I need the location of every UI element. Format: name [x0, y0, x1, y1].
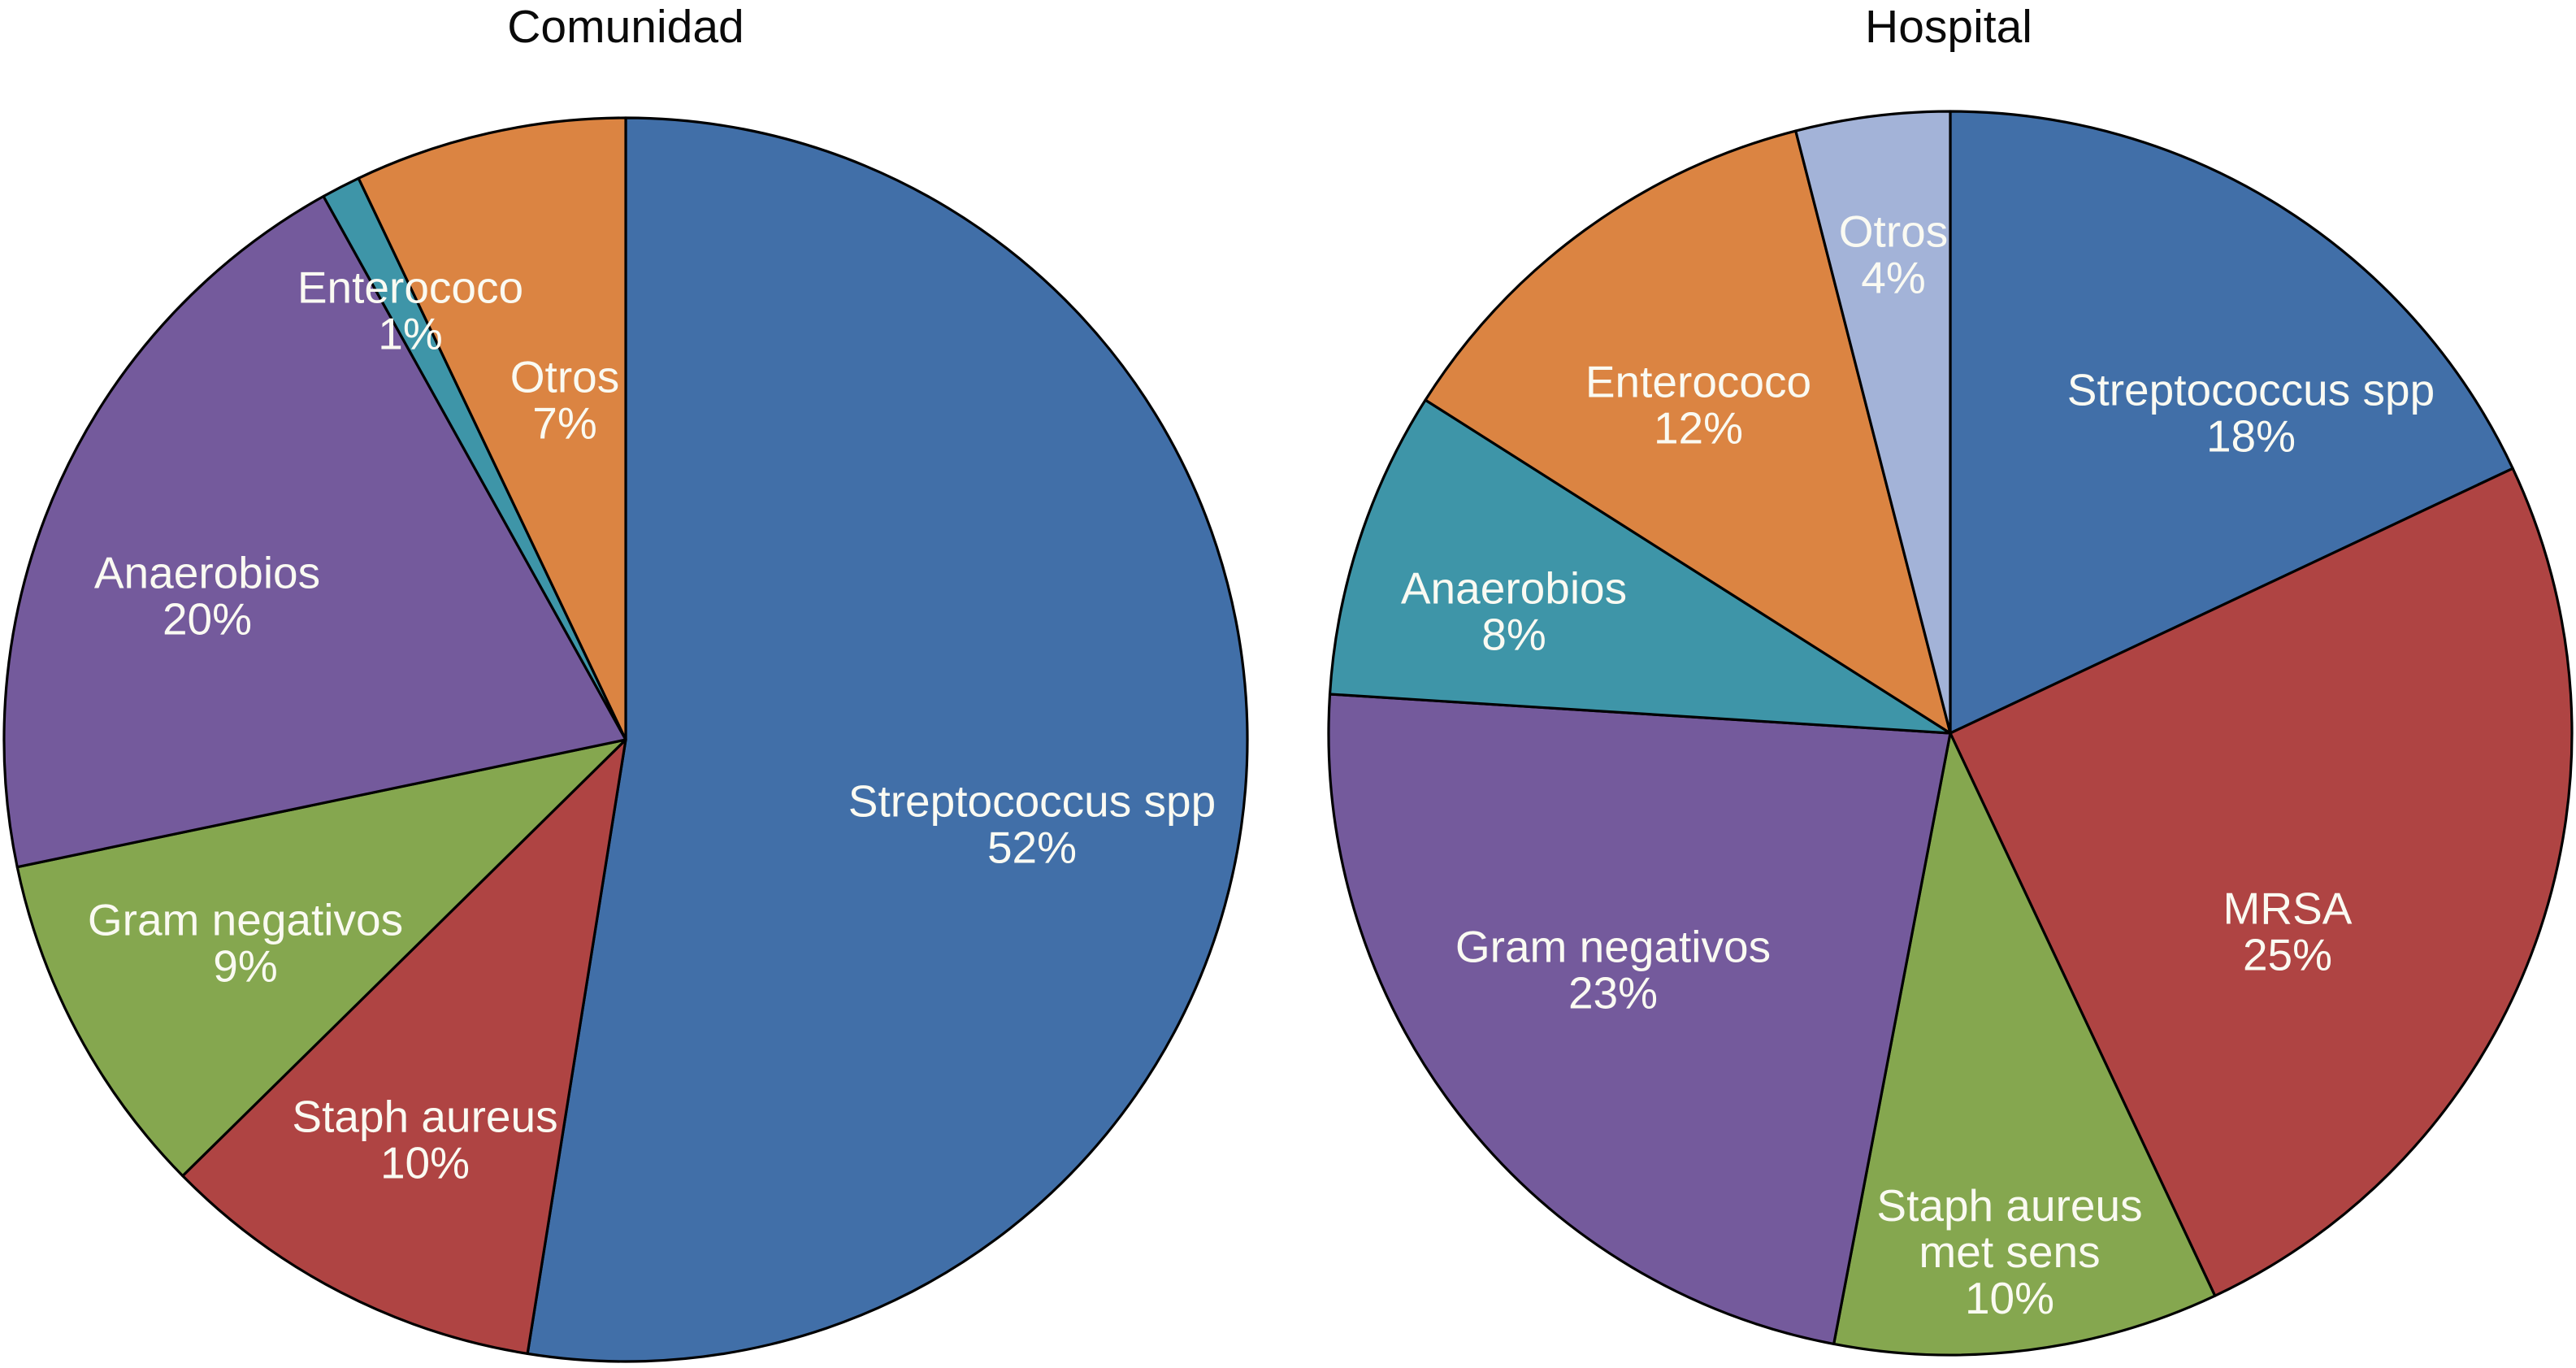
- slice-label-hospital-mrsa: MRSA 25%: [2223, 884, 2353, 980]
- pie-slice-comunidad-streptococcus-spp: [526, 116, 1249, 1363]
- slice-label-comunidad-enterococo: Enterococo 1%: [297, 263, 523, 359]
- slice-label-hospital-staph-aureus-met-sens: Staph aureus met sens 10%: [1876, 1180, 2142, 1323]
- pie-slice-hospital-anaerobios: [1328, 398, 1952, 735]
- slice-label-hospital-streptococcus-spp: Streptococcus spp 18%: [2067, 365, 2435, 462]
- pie-title-hospital: Hospital: [1865, 1, 2032, 53]
- slice-label-hospital-enterococo: Enterococo 12%: [1585, 357, 1811, 454]
- pie-slice-comunidad-anaerobios: [2, 194, 627, 869]
- slice-label-comunidad-streptococcus-spp: Streptococcus spp 52%: [848, 776, 1216, 873]
- slice-label-comunidad-staph-aureus: Staph aureus 10%: [292, 1092, 557, 1188]
- pie-slice-hospital-staph-aureus-met-sens: [1832, 732, 2217, 1357]
- pie-slice-comunidad-staph-aureus: [181, 738, 627, 1355]
- slice-label-comunidad-gram-negativos: Gram negativos 9%: [88, 895, 403, 992]
- pie-slice-hospital-mrsa: [1949, 467, 2574, 1297]
- pie-slice-hospital-otros: [1794, 110, 1952, 735]
- pie-slice-comunidad-gram-negativos: [15, 738, 627, 1178]
- pie-slice-hospital-streptococcus-spp: [1949, 110, 2514, 735]
- pie-title-comunidad: Comunidad: [507, 1, 744, 53]
- slice-label-hospital-gram-negativos: Gram negativos 23%: [1455, 922, 1771, 1018]
- pie-comunidad: Streptococcus spp 52% Staph aureus 10% Gram …: [2, 116, 1249, 1363]
- slice-label-hospital-otros: Otros 4%: [1839, 206, 1948, 303]
- pie-slice-hospital-enterococo: [1424, 129, 1952, 735]
- pie-hospital: Streptococcus spp 18% MRSA 25% Staph aureus m…: [1327, 110, 2574, 1357]
- slice-label-hospital-anaerobios: Anaerobios 8%: [1401, 563, 1627, 660]
- slice-label-comunidad-anaerobios: Anaerobios 20%: [94, 548, 320, 645]
- slice-label-comunidad-otros: Otros 7%: [510, 352, 619, 449]
- pie-slice-hospital-gram-negativos: [1327, 693, 1952, 1346]
- pie-slice-comunidad-otros: [357, 116, 627, 741]
